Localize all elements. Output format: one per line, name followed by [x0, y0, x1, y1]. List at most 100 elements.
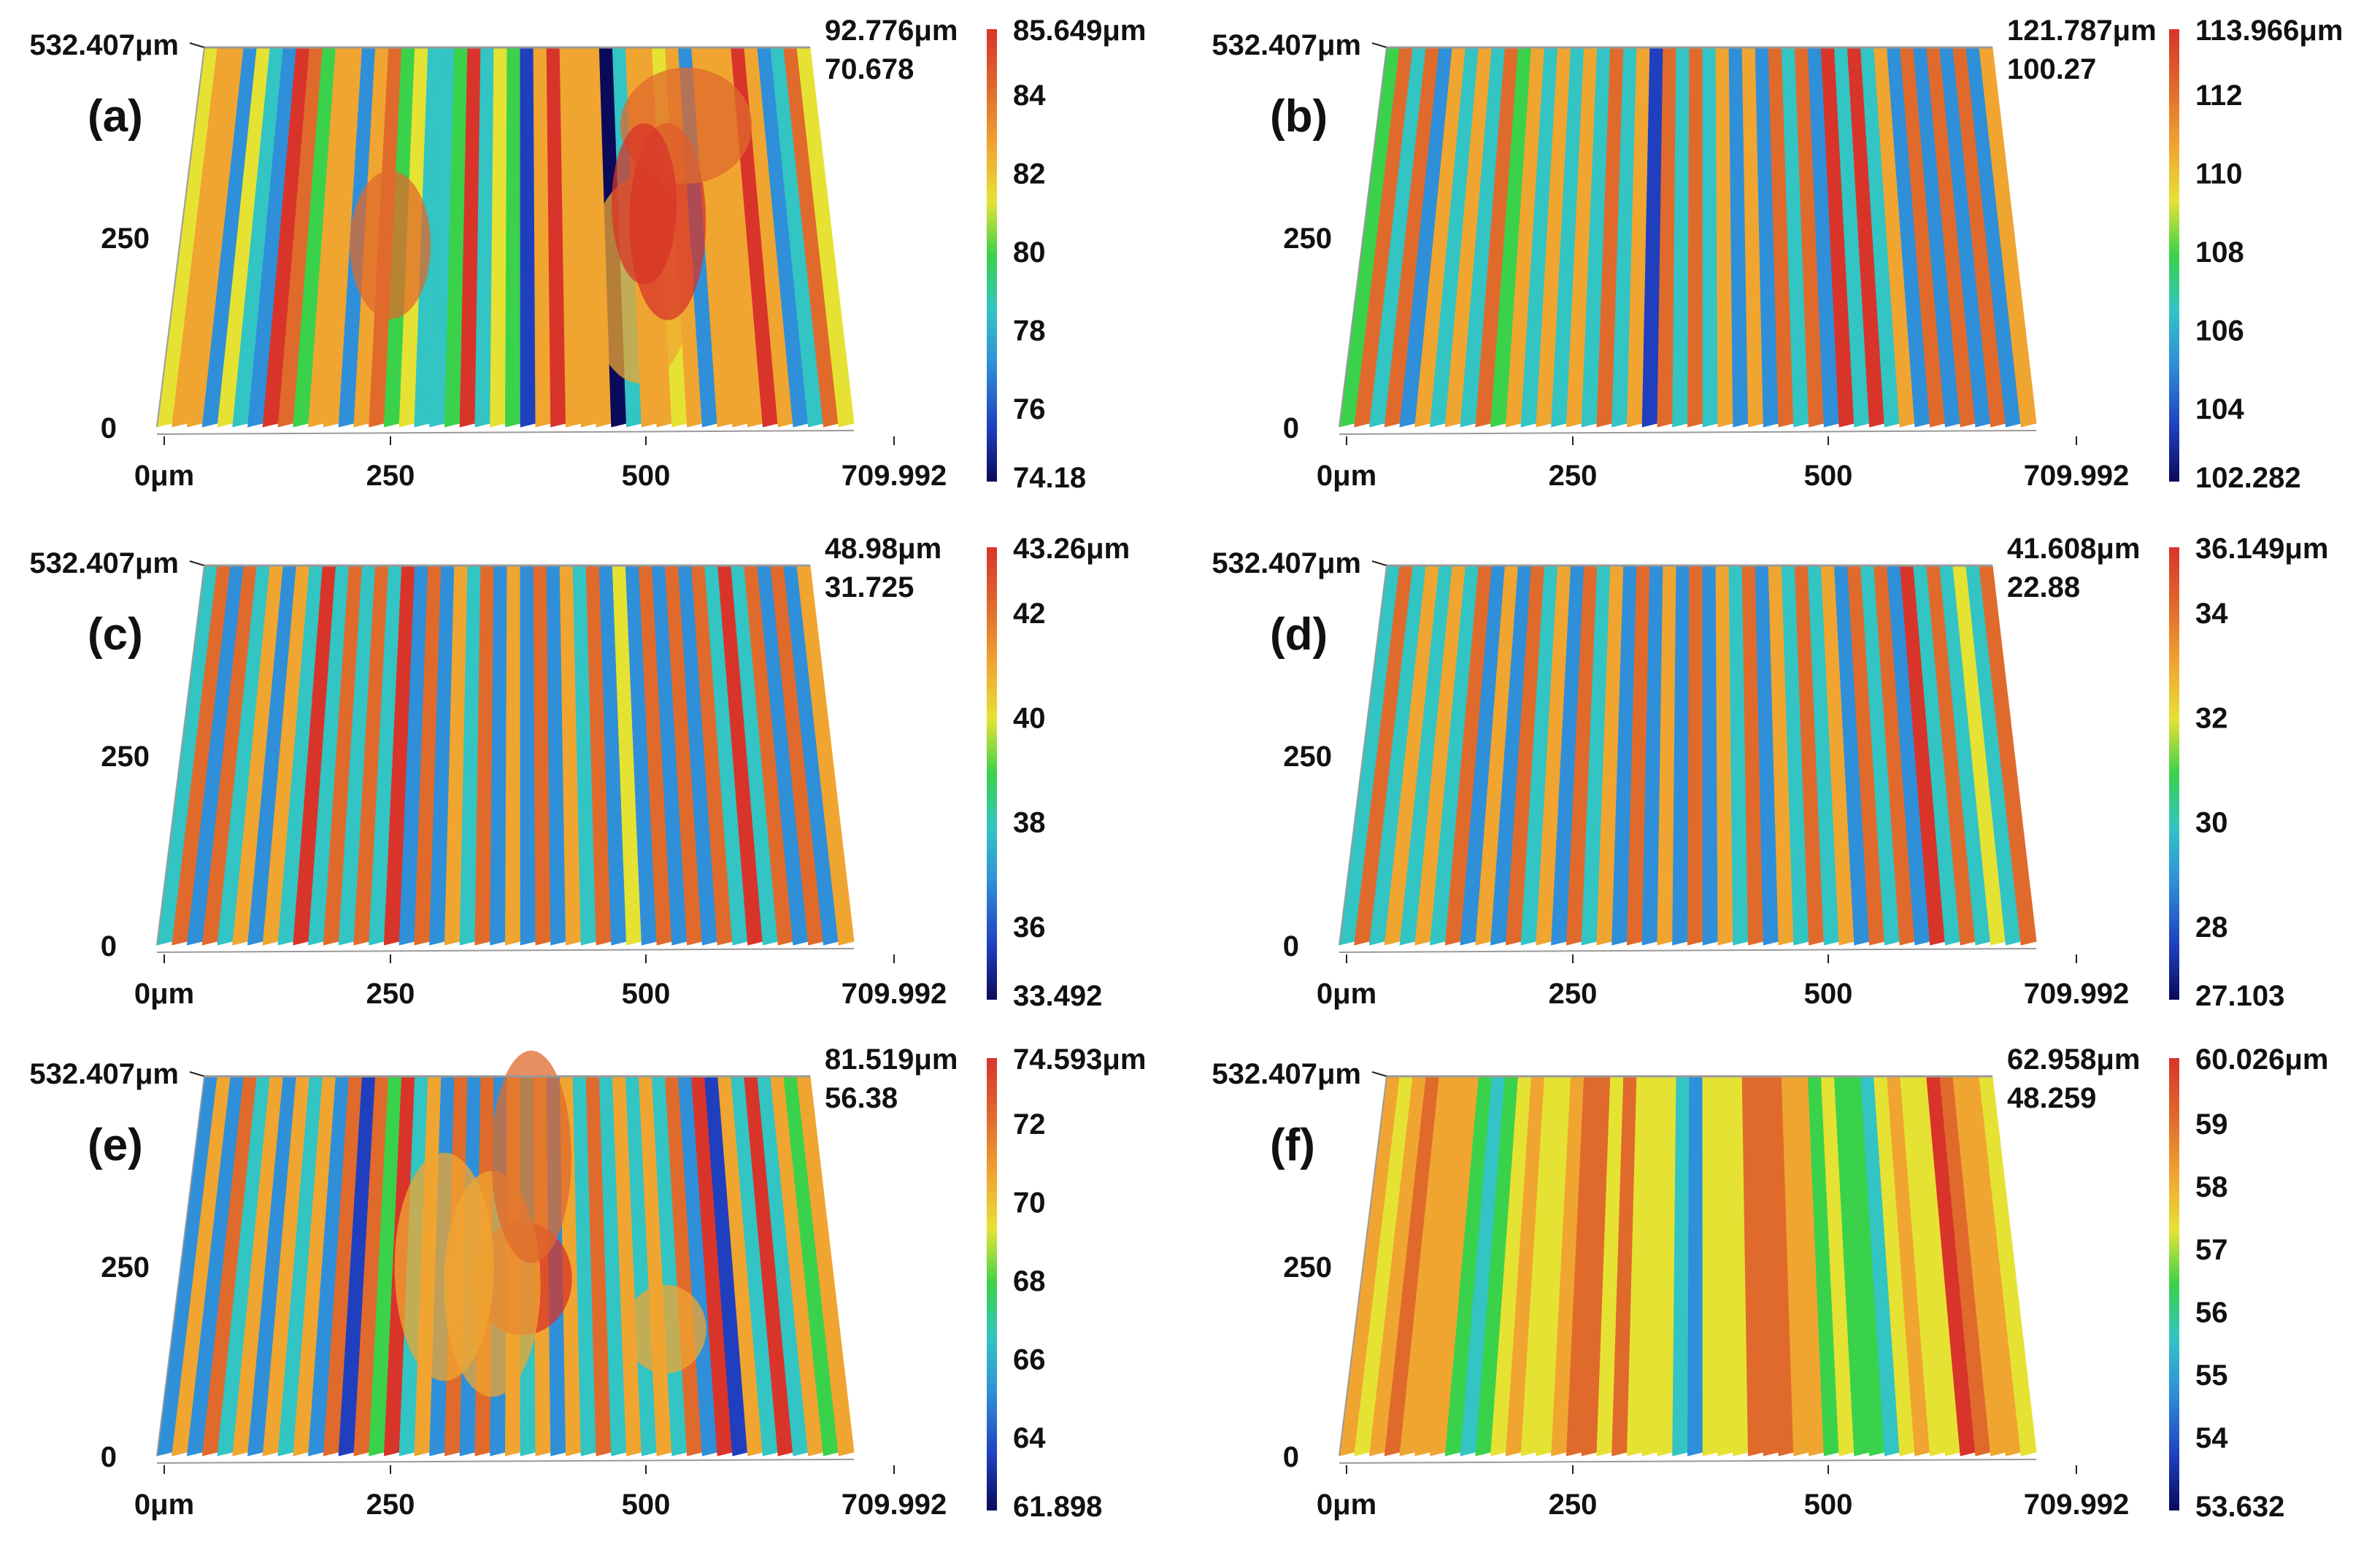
colorbar	[987, 547, 997, 1000]
z-axis-sub-label: 48.259	[2007, 1082, 2096, 1114]
surface-map	[156, 47, 855, 428]
y-axis-zero-label: 0	[1283, 412, 1299, 444]
x-axis-tick-label: 250	[1549, 460, 1598, 492]
colorbar	[987, 29, 997, 482]
surface-stripe	[504, 47, 521, 428]
x-axis-tick-label: 500	[622, 460, 671, 492]
colorbar-tick-label: 64	[1013, 1422, 1046, 1454]
colorbar-tick-label: 110	[2195, 158, 2243, 190]
y-axis-max-label: 532.407μm	[1212, 547, 1361, 579]
x-axis-tick-label: 0μm	[1317, 978, 1376, 1010]
y-axis-tick	[1371, 560, 1387, 566]
y-axis-tick	[1371, 42, 1387, 48]
surface-panel: (e) 532.407μm 250 0 0μm 250 500 709.992 81.519μm…	[29, 1043, 1146, 1523]
colorbar	[2169, 29, 2179, 482]
y-axis-zero-label: 0	[101, 930, 117, 962]
y-axis-line	[156, 565, 205, 946]
y-axis-max-label: 532.407μm	[29, 547, 179, 579]
colorbar-min-label: 61.898	[1013, 1491, 1102, 1523]
colorbar-tick-label: 108	[2195, 236, 2244, 269]
panel-label: (d)	[1270, 609, 1328, 660]
surface-patch	[612, 123, 677, 285]
surface-stripe	[1702, 47, 1719, 428]
colorbar	[987, 1058, 997, 1510]
x-axis-line	[1339, 948, 2037, 953]
y-axis-mid-label: 250	[1283, 1251, 1332, 1284]
colorbar-tick-label: 59	[2195, 1108, 2228, 1141]
surface-stripe	[520, 47, 536, 428]
colorbar-tick-label: 57	[2195, 1234, 2228, 1266]
y-axis-mid-label: 250	[1283, 223, 1332, 255]
x-axis-tick-label: 500	[622, 1489, 671, 1521]
y-axis-zero-label: 0	[101, 1441, 117, 1473]
colorbar-tick-label: 80	[1013, 236, 1046, 269]
y-axis-line	[1339, 565, 1387, 946]
colorbar-tick-label: 36	[1013, 911, 1046, 944]
surface-stripe	[1702, 1076, 1719, 1456]
y-axis-mid-label: 250	[101, 1251, 150, 1284]
colorbar-tick-label: 68	[1013, 1265, 1046, 1297]
x-axis-line	[156, 1459, 855, 1464]
y-axis-tick	[189, 42, 205, 48]
y-axis-mid-label: 250	[101, 223, 150, 255]
z-axis-max-label: 92.776μm	[825, 15, 958, 47]
y-axis-tick	[189, 1071, 205, 1077]
surface-patch	[625, 1284, 706, 1374]
colorbar	[2169, 547, 2179, 1000]
colorbar-tick-label: 54	[2195, 1422, 2228, 1454]
x-axis-tick-label: 0μm	[1317, 460, 1376, 492]
z-axis-max-label: 121.787μm	[2007, 15, 2157, 47]
panel-label: (e)	[88, 1120, 143, 1170]
colorbar-tick-label: 76	[1013, 393, 1046, 425]
colorbar-tick-label: 82	[1013, 158, 1046, 190]
colorbar-tick-label: 34	[2195, 598, 2228, 630]
colorbar-min-label: 74.18	[1013, 462, 1086, 494]
surface-map	[1339, 1076, 2037, 1456]
x-axis-line	[1339, 430, 2037, 435]
surface-panel: (a) 532.407μm 250 0 0μm 250 500 709.992 92.776μm…	[29, 15, 1146, 494]
z-axis-sub-label: 22.88	[2007, 571, 2080, 603]
colorbar-tick-label: 30	[2195, 807, 2228, 839]
colorbar-min-label: 102.282	[2195, 462, 2301, 494]
x-axis-tick-label: 709.992	[842, 978, 947, 1010]
y-axis-mid-label: 250	[101, 741, 150, 773]
colorbar-tick-label: 42	[1013, 598, 1046, 630]
colorbar-tick-label: 72	[1013, 1108, 1046, 1141]
colorbar-tick-label: 112	[2195, 80, 2243, 112]
x-axis-tick-label: 709.992	[2024, 978, 2130, 1010]
colorbar-tick-label: 38	[1013, 807, 1046, 839]
x-axis-tick-label: 0μm	[134, 978, 194, 1010]
surface-stripe	[1702, 565, 1719, 946]
colorbar	[2169, 1058, 2179, 1510]
colorbar-tick-label: 40	[1013, 702, 1046, 734]
x-axis-line	[1339, 1459, 2037, 1464]
surface-stripe	[504, 565, 521, 946]
x-axis-tick-label: 709.992	[2024, 460, 2130, 492]
x-axis-tick-label: 500	[1804, 978, 1853, 1010]
colorbar-min-label: 33.492	[1013, 980, 1102, 1012]
y-axis-max-label: 532.407μm	[1212, 29, 1361, 61]
y-axis-line	[156, 47, 205, 428]
x-axis-tick-label: 250	[366, 1489, 415, 1521]
y-axis-line	[1339, 47, 1387, 428]
panel-label: (b)	[1270, 91, 1328, 142]
y-axis-zero-label: 0	[1283, 1441, 1299, 1473]
z-axis-sub-label: 31.725	[825, 571, 914, 603]
surface-map	[1339, 47, 2037, 428]
y-axis-zero-label: 0	[1283, 930, 1299, 962]
colorbar-tick-label: 55	[2195, 1359, 2228, 1392]
surface-patch	[394, 1152, 494, 1381]
x-axis-tick-label: 709.992	[842, 1489, 947, 1521]
x-axis-tick-label: 500	[622, 978, 671, 1010]
x-axis-tick-label: 250	[1549, 1489, 1598, 1521]
y-axis-line	[156, 1076, 205, 1456]
colorbar-tick-label: 78	[1013, 315, 1046, 347]
surface-map	[1339, 565, 2037, 946]
x-axis-tick-label: 709.992	[2024, 1489, 2130, 1521]
colorbar-tick-label: 70	[1013, 1187, 1046, 1219]
colorbar-max-label: 113.966μm	[2195, 15, 2343, 47]
surface-stripe	[1687, 1076, 1703, 1456]
surface-patch	[491, 1050, 571, 1263]
z-axis-sub-label: 100.27	[2007, 53, 2096, 85]
